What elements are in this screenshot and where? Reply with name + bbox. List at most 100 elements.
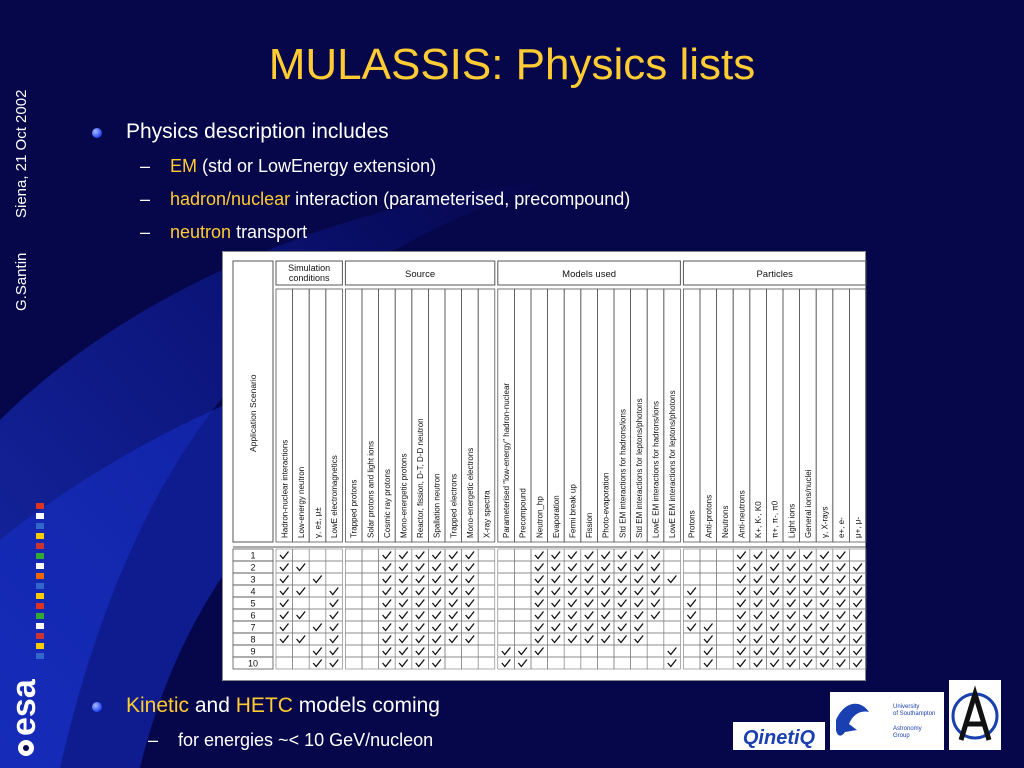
table-cell (749, 560, 767, 574)
checkmark-icon (448, 563, 459, 572)
checkmark-icon (803, 551, 813, 560)
checkmark-icon (650, 551, 661, 560)
table-cell (563, 608, 582, 622)
table-cell (699, 608, 717, 622)
checkmark-icon (584, 551, 594, 560)
checkmark-icon (567, 551, 578, 560)
group-header-label: Simulation (288, 263, 330, 273)
checkmark-icon (736, 575, 747, 584)
checkmark-icon (836, 587, 846, 596)
table-cell (394, 620, 413, 634)
checkmark-icon (769, 599, 780, 608)
checkmark-icon (415, 575, 425, 584)
table-cell (411, 632, 429, 646)
checkmark-icon (398, 587, 409, 596)
sub-bullet-text: for energies ~< 10 GeV/nucleon (178, 730, 434, 750)
checkmark-icon (786, 611, 797, 620)
checkmark-icon (803, 599, 813, 608)
column-header-cell (682, 288, 701, 543)
group-header-label: Source (405, 269, 435, 280)
table-cell (514, 596, 532, 610)
table-cell (782, 548, 800, 562)
table-cell (411, 560, 429, 574)
checkmark-icon (279, 635, 290, 644)
table-cell (613, 608, 631, 622)
table-cell (361, 620, 379, 634)
checkmark-icon (753, 599, 763, 608)
table-cell (646, 620, 665, 634)
checkmark-icon (703, 647, 714, 656)
checkmark-icon (736, 623, 747, 632)
checkmark-icon (736, 647, 747, 656)
checkmark-icon (686, 611, 697, 620)
column-header-label: LowE electromagnetics (330, 455, 339, 538)
table-cell (394, 560, 413, 574)
table-cell (580, 584, 598, 598)
table-cell (799, 584, 817, 598)
table-cell (461, 644, 479, 658)
checkmark-icon (753, 587, 763, 596)
table-cell (444, 584, 462, 598)
table-cell (444, 632, 462, 646)
table-cell (547, 620, 565, 634)
table-cell (428, 572, 446, 586)
table-cell (613, 644, 631, 658)
table-cell (683, 548, 701, 562)
table-cell (477, 608, 496, 622)
table-cell (275, 572, 293, 586)
table-cell (325, 632, 343, 646)
column-header-cell (832, 288, 850, 543)
checkmark-icon (852, 647, 863, 656)
checkmark-icon (819, 563, 830, 572)
table-cell (308, 596, 327, 610)
checkmark-icon (312, 575, 323, 584)
table-cell (361, 548, 379, 562)
column-header-label: Std EM interactions for hadrons/ions (618, 409, 627, 538)
table-cell (683, 584, 701, 598)
table-cell (345, 548, 363, 562)
checkmark-icon (584, 599, 594, 608)
table-cell (477, 572, 496, 586)
checkmark-icon (852, 599, 863, 608)
table-cell (444, 608, 462, 622)
table-cell (580, 596, 598, 610)
checkmark-icon (534, 635, 545, 644)
table-cell (378, 620, 396, 634)
column-header-label: Spallation neutron (433, 474, 442, 539)
checkmark-icon (769, 659, 780, 668)
table-cell (292, 584, 310, 598)
table-cell (646, 548, 665, 562)
checkmark-icon (431, 551, 442, 560)
table-cell (530, 608, 548, 622)
row-id-label: 4 (250, 587, 255, 597)
checkmark-icon (634, 611, 644, 620)
table-cell (749, 632, 767, 646)
table-cell (782, 608, 800, 622)
checkmark-icon (448, 635, 459, 644)
table-cell (563, 644, 582, 658)
checkmark-icon (836, 575, 846, 584)
table-cell (630, 620, 648, 634)
table-cell (461, 548, 479, 562)
table-cell (699, 548, 717, 562)
sub-bullet-neutron: – neutron transport (140, 222, 307, 243)
table-cell (597, 596, 615, 610)
checkmark-icon (819, 599, 830, 608)
checkmark-icon (534, 587, 545, 596)
table-cell (547, 584, 565, 598)
checkmark-icon (296, 563, 306, 572)
table-cell (563, 572, 582, 586)
table-cell (325, 620, 343, 634)
table-cell (646, 572, 665, 586)
checkmark-icon (803, 647, 813, 656)
row-header-label: Application Scenario (248, 374, 258, 452)
table-cell (699, 596, 717, 610)
checkmark-icon (617, 563, 628, 572)
table-cell (849, 560, 867, 574)
table-cell (292, 656, 310, 670)
checkmark-icon (736, 587, 747, 596)
row-id-label: 2 (250, 563, 255, 573)
checkmark-icon (296, 611, 306, 620)
table-cell (497, 572, 515, 586)
